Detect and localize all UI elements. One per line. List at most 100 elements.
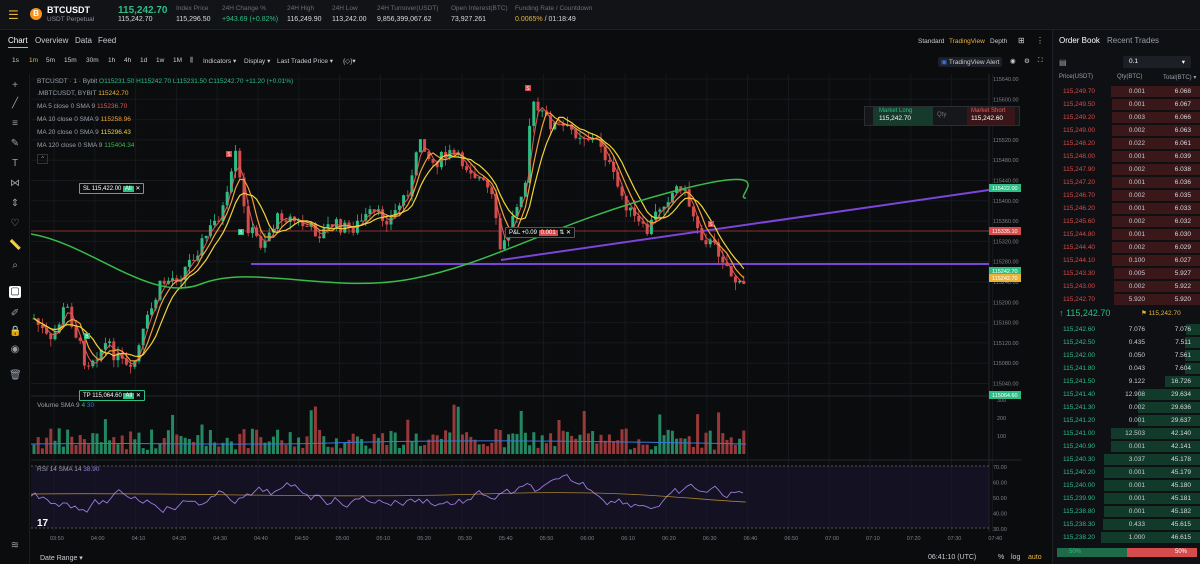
ruler-icon[interactable]: 📏 bbox=[9, 240, 22, 251]
bid-row[interactable]: 115,240.20 0.001 45.179 bbox=[1053, 466, 1200, 479]
price-chart-svg[interactable]: 115640.00115600.00115560.00115520.001154… bbox=[31, 74, 1021, 544]
ask-row[interactable]: 115,244.10 0.100 6.027 bbox=[1053, 254, 1200, 267]
bid-row[interactable]: 115,242.00 0.050 7.561 bbox=[1053, 349, 1200, 362]
ask-row[interactable]: 115,247.90 0.002 6.038 bbox=[1053, 163, 1200, 176]
display-button[interactable]: Display ▾ bbox=[244, 58, 271, 65]
code-icon[interactable]: {◇}▾ bbox=[343, 58, 356, 65]
measure-icon[interactable]: ⇕ bbox=[10, 198, 20, 209]
ask-row[interactable]: 115,244.40 0.002 6.029 bbox=[1053, 241, 1200, 254]
tab-data[interactable]: Data bbox=[75, 36, 92, 45]
lock-icon[interactable]: 🔒 bbox=[9, 326, 22, 337]
interval-1w[interactable]: 1w bbox=[156, 57, 165, 64]
tp-order-label[interactable]: TP 115,064.60 All ✕ bbox=[79, 390, 145, 401]
zoom-icon[interactable]: ⌕ bbox=[12, 260, 18, 271]
hline-icon[interactable]: ≡ bbox=[12, 118, 18, 129]
ask-row[interactable]: 115,244.80 0.001 6.030 bbox=[1053, 228, 1200, 241]
indicators-button[interactable]: Indicators ▾ bbox=[203, 58, 237, 65]
settings-icon[interactable]: ⚙ bbox=[1024, 58, 1030, 65]
chart-area[interactable]: 115640.00115600.00115560.00115520.001154… bbox=[31, 74, 1021, 544]
camera-icon[interactable]: ◉ bbox=[1010, 58, 1016, 65]
bid-row[interactable]: 115,238.20 1.000 46.615 bbox=[1053, 531, 1200, 544]
grid-icon[interactable]: ⊞ bbox=[1018, 36, 1025, 45]
bid-row[interactable]: 115,239.90 0.001 45.181 bbox=[1053, 492, 1200, 505]
ask-row[interactable]: 115,249.70 0.001 6.068 bbox=[1053, 85, 1200, 98]
sl-order-label[interactable]: SL 115,422.00 All ✕ bbox=[79, 183, 145, 194]
more-icon[interactable]: ⋮ bbox=[1036, 36, 1044, 45]
candle-type-icon[interactable]: ⫼ bbox=[190, 57, 193, 64]
trash-icon[interactable]: 🗑 bbox=[9, 370, 22, 381]
utc-time[interactable]: 06:41:10 (UTC) bbox=[928, 554, 977, 561]
pattern-icon[interactable]: ⋈ bbox=[10, 178, 20, 189]
tab-chart[interactable]: Chart bbox=[8, 36, 28, 48]
ask-row[interactable]: 115,243.00 0.002 5.922 bbox=[1053, 280, 1200, 293]
interval-1m[interactable]: 1m bbox=[29, 57, 39, 64]
bid-row[interactable]: 115,238.30 0.433 45.615 bbox=[1053, 518, 1200, 531]
bid-row[interactable]: 115,240.00 0.001 45.180 bbox=[1053, 479, 1200, 492]
ask-row[interactable]: 115,249.00 0.002 6.063 bbox=[1053, 124, 1200, 137]
interval-30m[interactable]: 30m bbox=[86, 57, 99, 64]
collapse-legend-icon[interactable]: ⌃ bbox=[37, 154, 49, 164]
magnet-icon[interactable]: ▢ bbox=[9, 286, 21, 298]
bid-row[interactable]: 115,240.30 3.037 45.178 bbox=[1053, 453, 1200, 466]
pnl-position-label[interactable]: P&L +0.09 0.001 ⇅ ✕ bbox=[505, 227, 576, 238]
depth-select[interactable]: 0.1 ▾ bbox=[1123, 56, 1191, 68]
interval-1d[interactable]: 1d bbox=[140, 57, 148, 64]
brush-icon[interactable]: ✎ bbox=[10, 138, 20, 149]
tab-feed[interactable]: Feed bbox=[98, 36, 117, 45]
market-long-button[interactable]: Market Long 115,242.70 bbox=[873, 107, 933, 125]
fullscreen-icon[interactable]: ⛶ bbox=[1038, 57, 1043, 64]
book-layout-icon[interactable]: ▤ bbox=[1059, 58, 1067, 67]
symbol-name[interactable]: BTCUSDT bbox=[47, 5, 90, 15]
bid-row[interactable]: 115,241.20 0.001 29.637 bbox=[1053, 414, 1200, 427]
trendline-icon[interactable]: ╱ bbox=[11, 98, 19, 109]
bid-row[interactable]: 115,242.60 7.076 7.076 bbox=[1053, 323, 1200, 336]
heart-icon[interactable]: ♡ bbox=[10, 218, 20, 229]
log-toggle[interactable]: log bbox=[1011, 554, 1021, 561]
bid-row[interactable]: 115,240.90 0.001 42.141 bbox=[1053, 440, 1200, 453]
ma-line bbox=[33, 112, 745, 362]
bid-row[interactable]: 115,241.00 12.503 42.140 bbox=[1053, 427, 1200, 440]
ask-row[interactable]: 115,246.20 0.001 6.033 bbox=[1053, 202, 1200, 215]
bid-row[interactable]: 115,241.40 12.908 29.634 bbox=[1053, 388, 1200, 401]
ask-row[interactable]: 115,248.00 0.001 6.039 bbox=[1053, 150, 1200, 163]
bid-row[interactable]: 115,241.80 0.043 7.604 bbox=[1053, 362, 1200, 375]
bid-row[interactable]: 115,241.50 9.122 16.726 bbox=[1053, 375, 1200, 388]
tab-overview[interactable]: Overview bbox=[35, 36, 69, 45]
last-price-button[interactable]: Last Traded Price ▾ bbox=[277, 58, 334, 65]
interval-1h[interactable]: 1h bbox=[108, 57, 116, 64]
tab-tradingview[interactable]: TradingView bbox=[949, 38, 985, 45]
tab-standard[interactable]: Standard bbox=[918, 38, 945, 45]
percent-toggle[interactable]: % bbox=[998, 554, 1005, 561]
tab-recent-trades[interactable]: Recent Trades bbox=[1107, 36, 1160, 45]
ask-row[interactable]: 115,249.50 0.001 6.067 bbox=[1053, 98, 1200, 111]
interval-5m[interactable]: 5m bbox=[46, 57, 56, 64]
tab-depth[interactable]: Depth bbox=[990, 38, 1008, 45]
ask-row[interactable]: 115,249.20 0.003 6.066 bbox=[1053, 111, 1200, 124]
market-short-button[interactable]: Market Short 115,242.60 bbox=[967, 107, 1015, 125]
ask-row[interactable]: 115,245.60 0.002 6.032 bbox=[1053, 215, 1200, 228]
interval-4h[interactable]: 4h bbox=[124, 57, 132, 64]
date-range-button[interactable]: Date Range ▾ bbox=[40, 555, 83, 562]
pencil-lock-icon[interactable]: ✐ bbox=[10, 308, 20, 319]
tab-order-book[interactable]: Order Book bbox=[1059, 36, 1100, 45]
interval-1M[interactable]: 1M bbox=[173, 57, 183, 64]
ask-row[interactable]: 115,243.30 0.005 5.927 bbox=[1053, 267, 1200, 280]
ask-row[interactable]: 115,246.70 0.002 6.035 bbox=[1053, 189, 1200, 202]
eye-icon[interactable]: ◉ bbox=[10, 344, 20, 355]
auto-toggle[interactable]: auto bbox=[1028, 554, 1042, 561]
tradingview-alert-button[interactable]: ▣ TradingView Alert bbox=[938, 57, 1003, 67]
volume-bar bbox=[435, 435, 439, 454]
ask-row[interactable]: 115,247.20 0.001 6.036 bbox=[1053, 176, 1200, 189]
layers-icon[interactable]: ≋ bbox=[10, 540, 20, 551]
crosshair-icon[interactable]: + bbox=[12, 80, 18, 91]
interval-15m[interactable]: 15m bbox=[64, 57, 77, 64]
ask-row[interactable]: 115,248.20 0.022 6.061 bbox=[1053, 137, 1200, 150]
menu-icon[interactable]: ☰ bbox=[8, 8, 19, 22]
qty-field[interactable]: Qty bbox=[937, 112, 947, 118]
ask-row[interactable]: 115,242.70 5.920 5.920 bbox=[1053, 293, 1200, 306]
bid-row[interactable]: 115,238.80 0.001 45.182 bbox=[1053, 505, 1200, 518]
interval-1s[interactable]: 1s bbox=[12, 57, 19, 64]
text-icon[interactable]: T bbox=[11, 158, 19, 169]
bid-row[interactable]: 115,241.30 0.002 29.636 bbox=[1053, 401, 1200, 414]
bid-row[interactable]: 115,242.50 0.435 7.511 bbox=[1053, 336, 1200, 349]
